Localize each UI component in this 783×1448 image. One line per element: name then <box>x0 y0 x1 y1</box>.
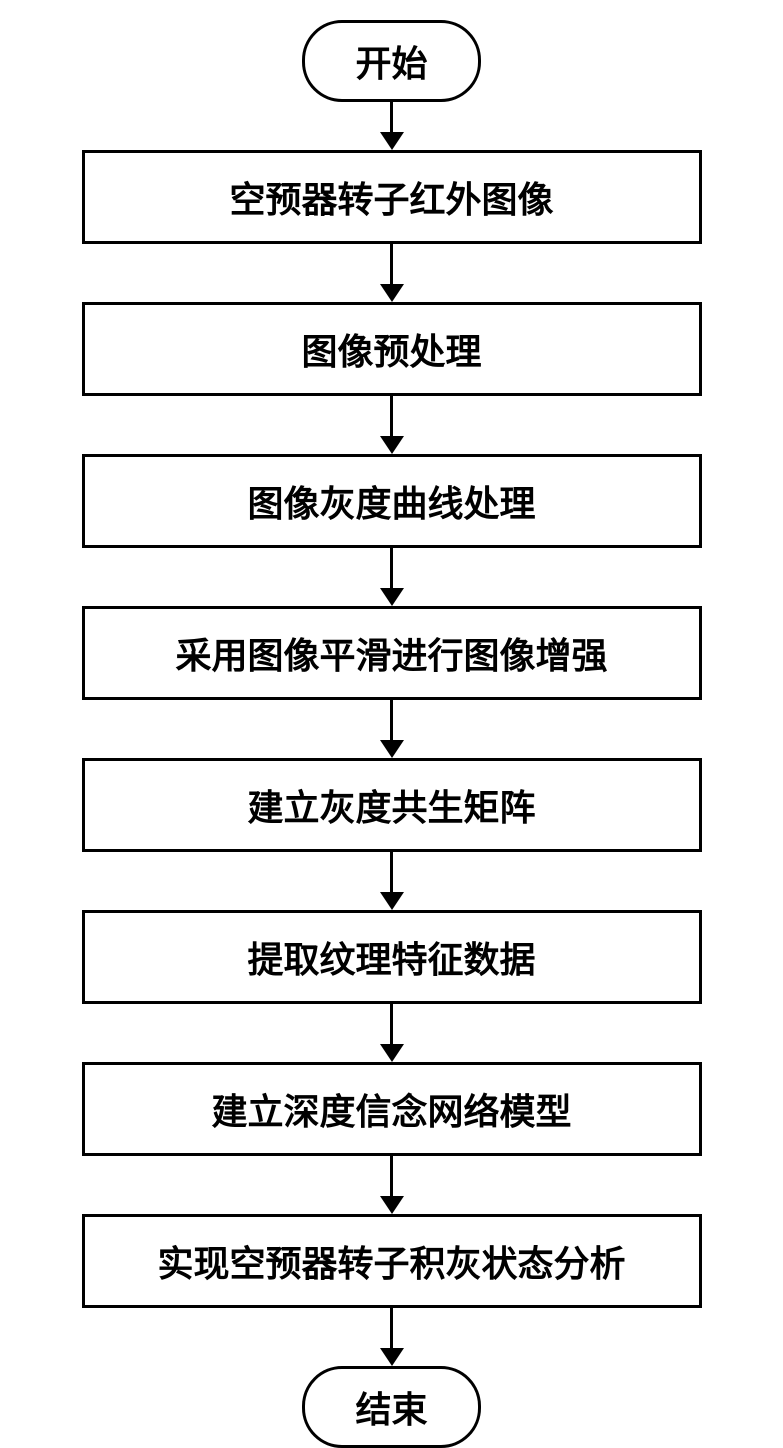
arrow-line <box>390 396 393 436</box>
arrow-head-icon <box>380 892 404 910</box>
arrow-line <box>390 102 393 132</box>
arrow-line <box>390 852 393 892</box>
node-start: 开始 <box>302 20 480 102</box>
arrow-line <box>390 1156 393 1196</box>
arrow-line <box>390 244 393 284</box>
node-step2: 图像预处理 <box>82 302 702 396</box>
node-step4: 采用图像平滑进行图像增强 <box>82 606 702 700</box>
arrow-head-icon <box>380 436 404 454</box>
arrow-step5-to-step6 <box>380 852 404 910</box>
node-step8: 实现空预器转子积灰状态分析 <box>82 1214 702 1308</box>
arrow-head-icon <box>380 132 404 150</box>
arrow-step8-to-end <box>380 1308 404 1366</box>
arrow-line <box>390 700 393 740</box>
arrow-head-icon <box>380 588 404 606</box>
node-step5: 建立灰度共生矩阵 <box>82 758 702 852</box>
arrow-step4-to-step5 <box>380 700 404 758</box>
flowchart-container: 开始空预器转子红外图像图像预处理图像灰度曲线处理采用图像平滑进行图像增强建立灰度… <box>82 20 702 1448</box>
arrow-line <box>390 1004 393 1044</box>
arrow-step2-to-step3 <box>380 396 404 454</box>
node-end: 结束 <box>302 1366 480 1448</box>
node-step1: 空预器转子红外图像 <box>82 150 702 244</box>
arrow-head-icon <box>380 1196 404 1214</box>
arrow-start-to-step1 <box>380 102 404 150</box>
arrow-step3-to-step4 <box>380 548 404 606</box>
arrow-head-icon <box>380 284 404 302</box>
node-step3: 图像灰度曲线处理 <box>82 454 702 548</box>
node-step7: 建立深度信念网络模型 <box>82 1062 702 1156</box>
arrow-step6-to-step7 <box>380 1004 404 1062</box>
arrow-step1-to-step2 <box>380 244 404 302</box>
arrow-step7-to-step8 <box>380 1156 404 1214</box>
arrow-line <box>390 548 393 588</box>
arrow-head-icon <box>380 1348 404 1366</box>
arrow-head-icon <box>380 740 404 758</box>
arrow-line <box>390 1308 393 1348</box>
node-step6: 提取纹理特征数据 <box>82 910 702 1004</box>
arrow-head-icon <box>380 1044 404 1062</box>
